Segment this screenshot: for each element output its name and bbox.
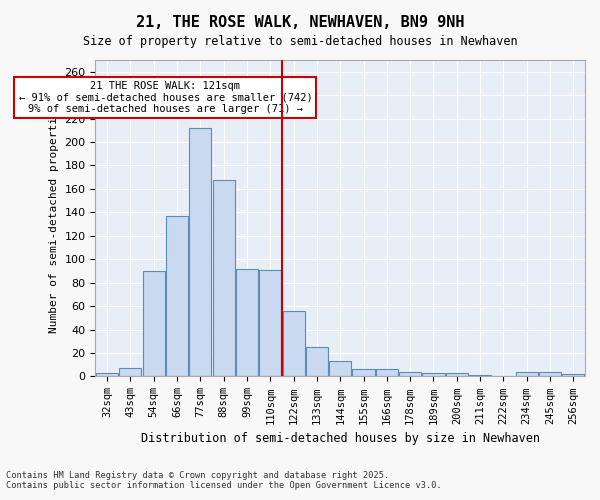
Bar (515, 372, 538, 376)
Bar (143, 271, 165, 376)
Bar (283, 311, 305, 376)
Text: Contains HM Land Registry data © Crown copyright and database right 2025.
Contai: Contains HM Land Registry data © Crown c… (6, 470, 442, 490)
Bar (119, 368, 142, 376)
Bar (446, 373, 468, 376)
Bar (352, 370, 374, 376)
Y-axis label: Number of semi-detached properties: Number of semi-detached properties (49, 104, 59, 333)
Bar (166, 216, 188, 376)
Text: 21, THE ROSE WALK, NEWHAVEN, BN9 9NH: 21, THE ROSE WALK, NEWHAVEN, BN9 9NH (136, 15, 464, 30)
Bar (212, 180, 235, 376)
Bar (422, 373, 445, 376)
Bar (329, 361, 351, 376)
Bar (562, 374, 584, 376)
Bar (96, 373, 118, 376)
Bar (306, 347, 328, 376)
Text: Size of property relative to semi-detached houses in Newhaven: Size of property relative to semi-detach… (83, 35, 517, 48)
Text: 21 THE ROSE WALK: 121sqm
← 91% of semi-detached houses are smaller (742)
9% of s: 21 THE ROSE WALK: 121sqm ← 91% of semi-d… (19, 81, 312, 114)
Bar (376, 370, 398, 376)
Bar (539, 372, 561, 376)
Bar (189, 128, 211, 376)
Bar (236, 268, 258, 376)
Bar (399, 372, 421, 376)
Bar (259, 270, 281, 376)
X-axis label: Distribution of semi-detached houses by size in Newhaven: Distribution of semi-detached houses by … (141, 432, 540, 445)
